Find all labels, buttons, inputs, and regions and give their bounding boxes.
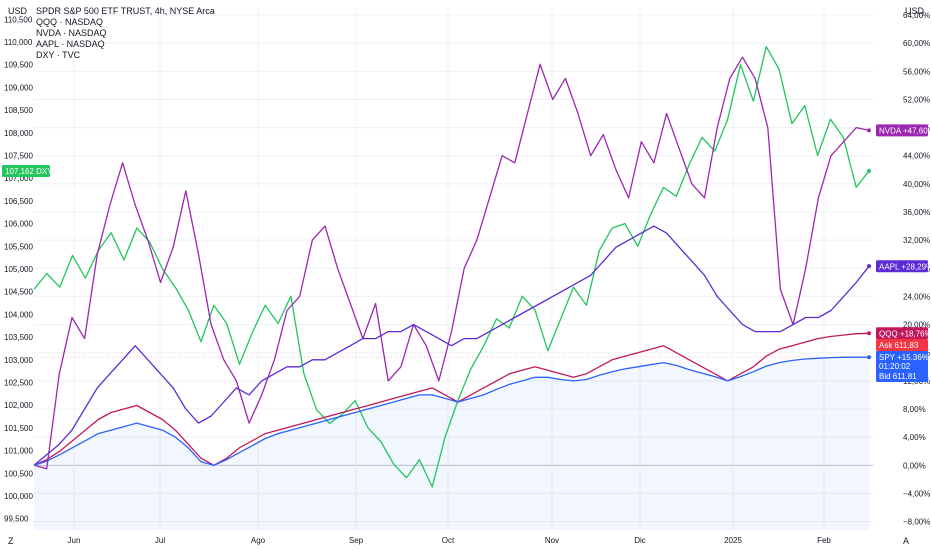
left-tick-label: 103,500 [4,333,33,342]
legend-compare-qqq[interactable]: QQQ · NASDAQ [36,17,104,27]
ask-tag-bg [876,339,928,351]
right-tick-label: 64,00% [903,11,930,20]
right-axis-unit: USD [905,6,925,16]
right-tick-label: 20,00% [903,321,930,330]
right-tick-label: 60,00% [903,39,930,48]
x-tick-label: Ago [251,536,266,545]
x-tick-label: Dic [634,536,646,545]
left-tick-label: 104,000 [4,310,33,319]
right-tick-label: 56,00% [903,67,930,76]
ask-tag-text: Ask 611,83 [879,341,919,350]
qqq-last-tag: QQQ +18,76% [876,327,932,340]
right-tick-label: −4,00% [903,489,930,498]
legend-compare-nvda[interactable]: NVDA · NASDAQ [36,28,107,38]
legend-compare-aapl[interactable]: AAPL · NASDAQ [36,39,105,49]
last-point-dxy [867,168,871,173]
left-tick-label: 101,500 [4,424,33,433]
spy-area-fill [34,357,869,530]
right-tick-label: 36,00% [903,208,930,217]
price-tags: 107,162 DXY NVDA +47,60% AAPL +28,29% QQQ +… [2,124,932,382]
bid-tag: Bid 611,81 [876,370,928,382]
legend-main-symbol[interactable]: SPDR S&P 500 ETF TRUST, 4h, NYSE Arca [36,6,215,16]
left-tick-label: 100,500 [4,469,33,478]
left-tick-label: 102,500 [4,378,33,387]
x-tick-label: Jul [155,536,165,545]
spy-last-tag-text: SPY +15,36% [879,353,929,362]
left-tick-label: 110,500 [4,15,33,24]
left-tick-label: 105,000 [4,265,33,274]
last-point-aapl [867,264,871,269]
right-tick-label: 4,00% [903,433,926,442]
left-tick-label: 100,000 [4,492,33,501]
qqq-last-tag-bg [876,327,928,340]
left-tick-label: 106,500 [4,197,33,206]
last-point-spy [867,355,871,360]
right-tick-label: 44,00% [903,152,930,161]
left-tick-label: 107,500 [4,152,33,161]
auto-scale-button[interactable]: A [903,536,910,546]
legend: SPDR S&P 500 ETF TRUST, 4h, NYSE Arca QQ… [36,6,215,61]
left-tick-label: 106,000 [4,220,33,229]
left-tick-label: 101,000 [4,447,33,456]
legend-compare-dxy[interactable]: DXY · TVC [36,50,81,60]
grid [34,8,873,530]
left-tick-label: 105,500 [4,242,33,251]
bid-tag-bg [876,370,928,382]
x-tick-label: Oct [442,536,455,545]
countdown-tag-text: 01:20:02 [879,362,911,371]
nvda-last-tag: NVDA +47,60% [876,124,932,137]
left-tick-label: 108,500 [4,106,33,115]
aapl-last-tag-text: AAPL +28,29% [879,262,932,271]
dxy-last-tag: 107,162 DXY [2,164,53,177]
nvda-last-tag-bg [876,124,928,137]
last-point-nvda [867,128,871,133]
x-tick-label: Jun [68,536,81,545]
left-tick-label: 104,500 [4,288,33,297]
timezone-icon[interactable]: Z [8,536,14,546]
right-tick-label: 52,00% [903,95,930,104]
qqq-last-tag-text: QQQ +18,76% [879,329,932,338]
right-tick-label: 24,00% [903,292,930,301]
countdown-tag-bg [876,360,928,372]
left-tick-label: 110,000 [4,38,33,47]
ask-tag: Ask 611,83 [876,339,928,351]
left-axis-unit: USD [8,6,28,16]
aapl-last-tag: AAPL +28,29% [876,260,932,273]
right-tick-label: 8,00% [903,405,926,414]
series-lines [33,45,871,488]
aapl-last-tag-bg [876,260,928,273]
last-point-qqq [867,331,871,336]
left-tick-label: 109,500 [4,61,33,70]
x-tick-label: 2025 [724,536,742,545]
x-tick-label: Nov [545,536,559,545]
right-tick-label: −8,00% [903,518,930,527]
left-tick-label: 109,000 [4,83,33,92]
dxy-last-tag-text: 107,162 DXY [5,167,53,176]
right-tick-label: 40,00% [903,180,930,189]
nvda-last-tag-text: NVDA +47,60% [879,126,932,135]
right-tick-label: 0,00% [903,461,926,470]
left-tick-label: 102,000 [4,401,33,410]
left-axis-ticks: 99,500 100,000 100,500 101,000 101,500 102,00… [4,15,33,523]
series-line-aapl [33,225,870,466]
series-line-nvda [33,56,870,470]
left-tick-label: 103,000 [4,356,33,365]
series-line-dxy [33,45,870,488]
dxy-last-tag-bg [2,164,50,177]
x-axis-ticks: Jun Jul Ago Sep Oct Nov Dic 2025 Feb [68,536,832,545]
left-tick-label: 99,500 [4,515,29,524]
series-line-spy [33,356,869,466]
spy-area [34,357,869,530]
left-tick-label: 107,000 [4,174,33,183]
left-tick-label: 108,000 [4,129,33,138]
x-tick-label: Sep [349,536,364,545]
bid-tag-text: Bid 611,81 [879,372,917,381]
x-tick-label: Feb [817,536,831,545]
countdown-tag: 01:20:02 [876,360,928,372]
right-tick-label: 32,00% [903,236,930,245]
